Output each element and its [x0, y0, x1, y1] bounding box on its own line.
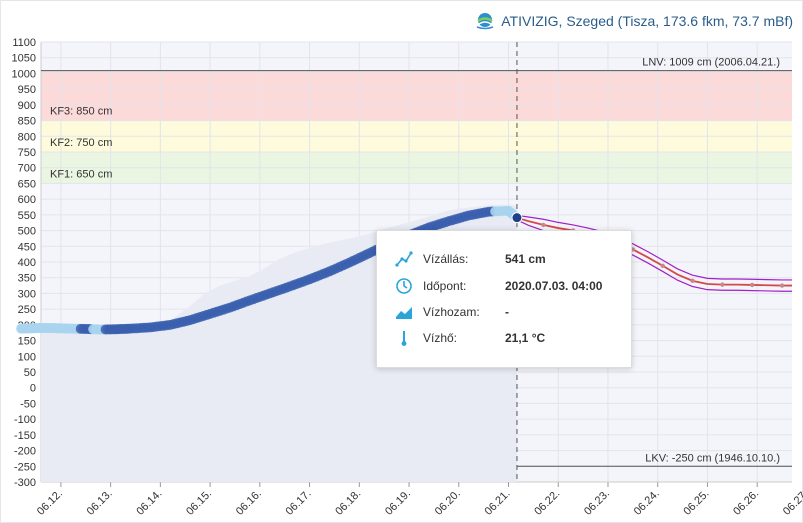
y-tick-label: -300	[14, 477, 36, 489]
forecast-point	[541, 222, 546, 228]
tooltip-label: Vízhő:	[423, 331, 458, 345]
y-tick-label: 150	[18, 336, 36, 348]
current-point-marker	[511, 212, 523, 224]
x-tick-label: 06.12.	[35, 488, 65, 518]
ativizig-logo-icon	[476, 13, 494, 30]
y-tick-label: -200	[14, 446, 36, 458]
forecast-point	[779, 283, 785, 288]
y-tick-label: 850	[18, 116, 36, 128]
tooltip-label: Vízhozam:	[423, 305, 480, 319]
y-tick-label: 450	[18, 241, 36, 253]
tooltip-value: 541 cm	[505, 252, 546, 266]
chart-title: ATIVIZIG, Szeged (Tisza, 173.6 fkm, 73.7…	[475, 12, 793, 30]
x-tick-label: 06.21.	[483, 488, 513, 518]
y-tick-label: -150	[14, 430, 36, 442]
forecast-point	[720, 282, 725, 287]
y-tick-label: 700	[18, 163, 36, 175]
forecast-point	[750, 282, 755, 288]
chart-title-text: ATIVIZIG, Szeged (Tisza, 173.6 fkm, 73.7…	[501, 13, 793, 29]
y-tick-label: 300	[18, 288, 36, 300]
forecast-upper-line	[516, 214, 792, 281]
tooltip-row-time: Időpont: 2020.07.03. 04:00	[395, 277, 602, 295]
y-tick-label: 350	[18, 273, 36, 285]
tooltip-row-temperature: Vízhő: 21,1 °C	[395, 329, 545, 347]
reference-line-label: LKV: -250 cm (1946.10.10.)	[645, 452, 780, 464]
clock-icon	[396, 278, 412, 294]
y-tick-label: 0	[30, 383, 36, 395]
y-tick-label: 600	[18, 194, 36, 206]
threshold-band-label: KF3: 850 cm	[50, 106, 112, 118]
x-tick-label: 06.15.	[184, 488, 214, 518]
y-tick-label: 400	[18, 257, 36, 269]
y-tick-label: 800	[18, 131, 36, 143]
discharge-icon	[396, 307, 412, 319]
tooltip-value: -	[505, 305, 509, 319]
x-tick-label: 06.24.	[632, 488, 662, 518]
forecast-line	[516, 216, 792, 287]
x-tick-label: 06.17.	[284, 488, 314, 518]
tooltip-label: Időpont:	[423, 279, 467, 293]
x-tick-label: 06.25.	[681, 488, 711, 518]
y-tick-label: -100	[14, 414, 36, 426]
x-tick-label: 06.23.	[582, 488, 612, 518]
x-tick-label: 06.18.	[333, 488, 363, 518]
tooltip-row-water-level: Vízállás: 541 cm	[395, 250, 546, 268]
y-tick-label: -250	[14, 461, 36, 473]
x-tick-label: 06.14.	[134, 488, 164, 518]
y-tick-label: 900	[18, 100, 36, 112]
y-tick-label: 1000	[12, 68, 36, 80]
y-tick-label: 950	[18, 84, 36, 96]
x-tick-label: 06.26.	[731, 488, 761, 518]
x-tick-label: 06.22.	[532, 488, 562, 518]
tooltip: Vízállás: 541 cm Időpont: 2020.07.03. 04…	[376, 230, 632, 368]
y-tick-label: 550	[18, 210, 36, 222]
x-tick-label: 06.16.	[234, 488, 264, 518]
forecast-point	[690, 278, 695, 284]
x-tick-label: 06.19.	[383, 488, 413, 518]
forecast-point	[660, 263, 665, 268]
tooltip-row-discharge: Vízhozam: -	[395, 303, 509, 321]
reference-line-label: LNV: 1009 cm (2006.04.21.)	[642, 57, 780, 69]
thermometer-icon	[401, 331, 407, 346]
x-tick-label: 06.13.	[85, 488, 115, 518]
threshold-band	[41, 70, 792, 121]
water-level-icon	[395, 251, 413, 267]
tooltip-value: 21,1 °C	[505, 331, 546, 345]
y-tick-label: 1100	[12, 37, 36, 49]
y-tick-label: 650	[18, 178, 36, 190]
y-tick-label: 750	[18, 147, 36, 159]
tooltip-value: 2020.07.03. 04:00	[505, 279, 603, 293]
threshold-band-label: KF1: 650 cm	[50, 168, 112, 180]
y-tick-label: 500	[18, 226, 36, 238]
tooltip-label: Vízállás:	[423, 252, 469, 266]
y-tick-label: -50	[20, 398, 36, 410]
x-tick-label: 06.20.	[433, 488, 463, 518]
y-tick-label: 250	[18, 304, 36, 316]
y-tick-label: 100	[18, 351, 36, 363]
threshold-band-label: KF2: 750 cm	[50, 137, 112, 149]
y-tick-label: 50	[24, 367, 36, 379]
x-tick-label: 06.27.	[781, 488, 803, 518]
y-tick-label: 1050	[12, 53, 36, 65]
